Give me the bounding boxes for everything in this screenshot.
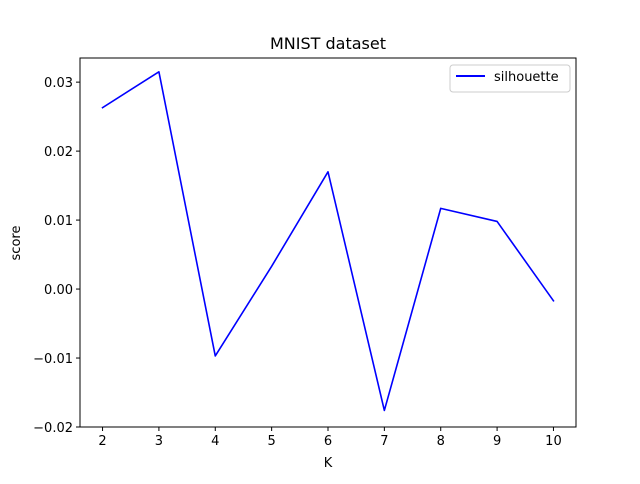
- chart-title: MNIST dataset: [270, 34, 386, 53]
- y-tick-label: 0.02: [44, 145, 73, 160]
- y-tick-label: −0.02: [33, 421, 73, 436]
- x-tick-label: 8: [437, 434, 445, 449]
- legend: silhouette: [449, 64, 571, 93]
- y-tick-label: 0.03: [44, 76, 73, 91]
- y-tick-label: −0.01: [33, 352, 73, 367]
- y-axis-label: score: [9, 226, 24, 261]
- x-axis-label: K: [324, 456, 333, 471]
- x-tick-label: 4: [211, 434, 219, 449]
- series-layer: [101, 70, 555, 412]
- x-tick-label: 2: [98, 434, 106, 449]
- x-tick-label: 3: [155, 434, 163, 449]
- x-tick-label: 6: [324, 434, 332, 449]
- y-tick-label: 0.00: [44, 283, 73, 298]
- x-tick-label: 7: [380, 434, 388, 449]
- plot-frame: [79, 57, 577, 428]
- legend-box: [449, 64, 571, 93]
- x-tick-label: 5: [267, 434, 275, 449]
- series-line-silhouette: [101, 70, 555, 412]
- legend-label-silhouette: silhouette: [494, 70, 559, 85]
- y-tick-label: 0.01: [44, 214, 73, 229]
- x-tick-label: 10: [545, 434, 562, 449]
- axis-ticks: 2 3 4 5 6 7 8 9 10 −0.02 −0.01 0.00 0.01 0.02 0.03: [33, 76, 562, 449]
- x-tick-label: 9: [493, 434, 501, 449]
